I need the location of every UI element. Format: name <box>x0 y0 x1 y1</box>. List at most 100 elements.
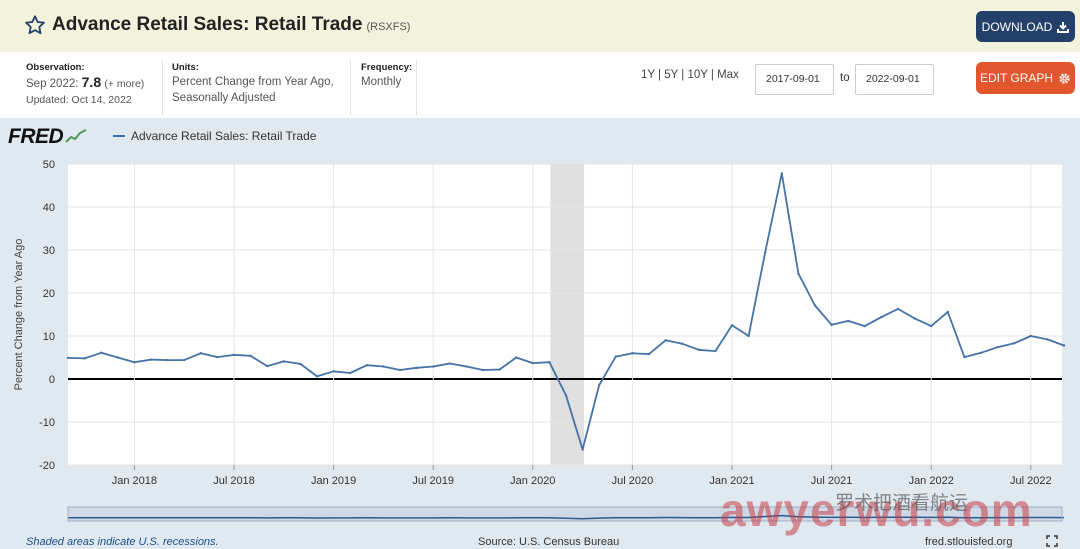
series-title: Advance Retail Sales: Retail Trade <box>52 14 363 35</box>
legend-swatch <box>113 135 125 137</box>
edit-graph-button[interactable]: EDIT GRAPH <box>976 62 1075 94</box>
data-point <box>913 317 916 320</box>
data-point <box>282 360 285 363</box>
star-icon[interactable] <box>24 14 46 36</box>
updated-date: Updated: Oct 14, 2022 <box>26 94 132 106</box>
end-date-input[interactable]: 2022-09-01 <box>855 64 934 95</box>
divider <box>350 60 351 115</box>
data-point <box>232 353 236 357</box>
y-tick-label: 50 <box>43 159 55 171</box>
y-tick-label: 10 <box>43 331 55 343</box>
data-point <box>299 362 302 366</box>
header-bar: Advance Retail Sales: Retail Trade (RSXFS… <box>0 0 1080 52</box>
data-point <box>896 307 900 311</box>
data-point <box>183 358 186 362</box>
data-point <box>581 448 584 451</box>
data-point <box>315 375 319 378</box>
recession-note: Shaded areas indicate U.S. recessions. <box>26 536 219 548</box>
y-tick-label: -10 <box>39 417 55 429</box>
legend-label: Advance Retail Sales: Retail Trade <box>131 129 317 143</box>
data-point <box>647 352 651 356</box>
start-date-input[interactable]: 2017-09-01 <box>755 64 834 95</box>
data-point <box>797 272 800 275</box>
download-label: DOWNLOAD <box>981 19 1053 34</box>
divider <box>162 60 163 115</box>
data-point <box>1062 344 1066 347</box>
x-tick-label: Jan 2022 <box>909 475 954 487</box>
data-point <box>100 351 103 354</box>
site-link[interactable]: fred.stlouisfed.org <box>925 536 1013 548</box>
x-tick-label: Jul 2019 <box>412 475 454 487</box>
data-point <box>498 368 501 371</box>
chart-logo-icon <box>65 129 87 143</box>
y-tick-label: 30 <box>43 245 55 257</box>
data-point <box>266 364 269 368</box>
download-button[interactable]: DOWNLOAD <box>976 11 1075 42</box>
data-point <box>382 365 385 368</box>
y-tick-label: 0 <box>49 374 55 386</box>
data-point <box>481 368 485 372</box>
data-point <box>515 356 518 359</box>
data-point <box>813 304 817 307</box>
data-point <box>996 345 999 349</box>
y-tick-label: 40 <box>43 202 55 214</box>
data-point <box>930 324 933 328</box>
data-point <box>465 365 468 368</box>
data-point <box>133 361 136 364</box>
data-point <box>598 383 601 387</box>
x-tick-label: Jan 2020 <box>510 475 555 487</box>
edit-graph-label: EDIT GRAPH <box>979 71 1054 85</box>
units-block: Units: Percent Change from Year Ago, Sea… <box>172 61 334 106</box>
x-tick-label: Jul 2020 <box>612 475 654 487</box>
series-code: (RSXFS) <box>366 21 411 33</box>
data-point <box>448 362 451 365</box>
frequency-block: Frequency: Monthly <box>361 61 412 90</box>
fullscreen-icon[interactable] <box>1046 535 1058 547</box>
gear-icon <box>1059 72 1070 84</box>
to-label: to <box>840 72 850 84</box>
data-point <box>697 348 700 351</box>
data-point <box>1029 334 1033 338</box>
units-line2: Seasonally Adjusted <box>172 92 276 104</box>
watermark: awyerwu.com <box>720 484 1033 536</box>
data-point <box>946 310 949 314</box>
data-point <box>398 368 402 372</box>
observation-block: Observation: Sep 2022: 7.8 (+ more) Upda… <box>26 61 144 108</box>
frequency-label: Frequency: <box>361 62 413 73</box>
y-axis-label: Percent Change from Year Ago <box>13 239 25 391</box>
series-meta: Observation: Sep 2022: 7.8 (+ more) Upda… <box>0 52 1080 118</box>
data-point <box>979 351 983 354</box>
data-source: Source: U.S. Census Bureau <box>478 536 620 548</box>
y-tick-label: 20 <box>43 288 55 300</box>
data-point <box>249 354 252 357</box>
x-tick-label: Jan 2021 <box>709 475 754 487</box>
y-tick-label: -20 <box>39 460 55 472</box>
data-point <box>730 324 734 327</box>
data-point <box>166 358 169 362</box>
x-tick-label: Jul 2018 <box>213 475 255 487</box>
navigator-frame <box>67 506 1063 522</box>
data-point <box>631 352 634 355</box>
data-point <box>747 334 750 338</box>
data-point <box>681 342 684 345</box>
x-tick-label: Jul 2021 <box>811 475 853 487</box>
range-selector[interactable]: 1Y | 5Y | 10Y | Max <box>641 69 739 81</box>
x-tick-label: Jan 2019 <box>311 475 356 487</box>
data-point <box>365 364 368 367</box>
data-point <box>66 356 70 360</box>
navigator-series <box>68 514 1065 520</box>
units-label: Units: <box>172 62 199 73</box>
chart-legend[interactable]: Advance Retail Sales: Retail Trade <box>113 129 316 143</box>
recession-band <box>550 164 585 465</box>
page-title: Advance Retail Sales: Retail Trade (RSXFS… <box>52 14 410 36</box>
data-point <box>83 357 86 360</box>
data-point <box>963 355 966 359</box>
data-point <box>1046 338 1049 341</box>
x-tick-label: Jul 2022 <box>1010 475 1052 487</box>
more-link[interactable]: (+ more) <box>104 78 145 90</box>
data-point <box>548 361 551 364</box>
data-point <box>116 356 120 359</box>
data-point <box>149 358 153 361</box>
data-point <box>863 324 866 328</box>
